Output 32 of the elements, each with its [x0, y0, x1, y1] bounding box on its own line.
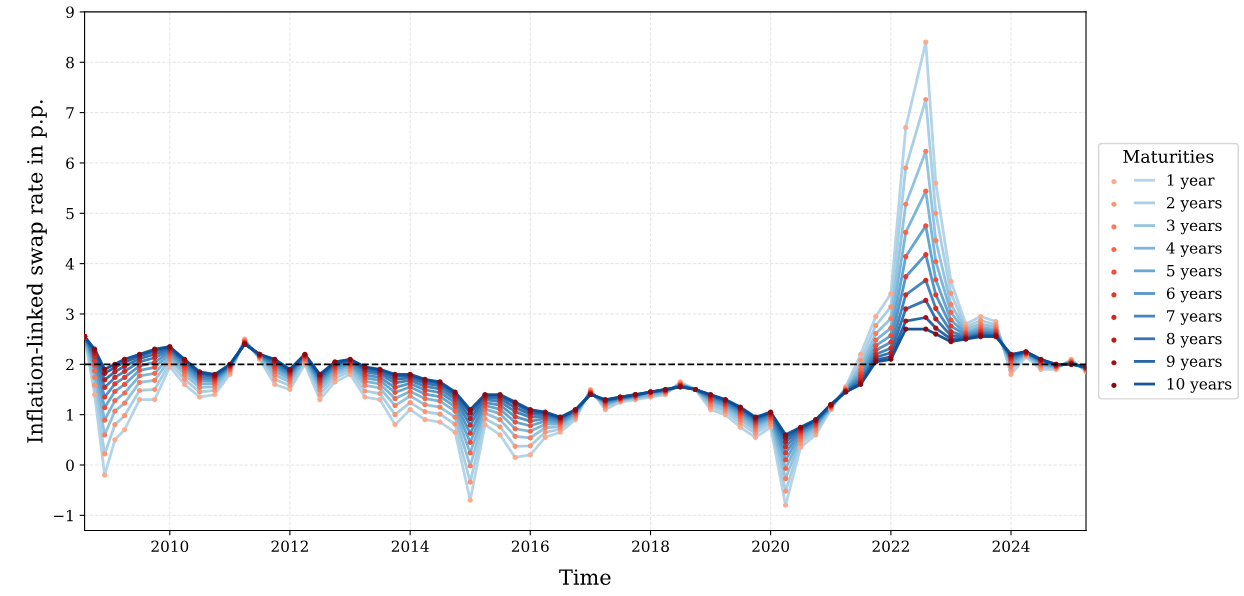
legend-label: 3 years — [1167, 219, 1222, 235]
x-tick-label: 2014 — [391, 540, 429, 552]
x-axis-title: Time — [559, 569, 611, 585]
legend-label: 6 years — [1166, 287, 1222, 303]
legend-label: 10 years — [1167, 378, 1232, 393]
y-tick-label: 7 — [66, 107, 74, 119]
legend-label: 4 years — [1166, 242, 1222, 257]
x-tick-label: 2018 — [632, 540, 669, 552]
y-tick-label: 6 — [66, 157, 74, 169]
y-tick-label: 4 — [65, 258, 75, 270]
x-tick-label: 2010 — [151, 540, 189, 552]
legend-label: 5 years — [1167, 265, 1222, 280]
y-tick-label: 3 — [66, 308, 74, 320]
y-tick-label: 2 — [66, 358, 74, 371]
legend-title: Maturities — [1123, 149, 1214, 164]
legend-label: 7 years — [1167, 310, 1222, 325]
legend-label: 9 years — [1166, 355, 1222, 371]
y-tick-label: 1 — [67, 409, 73, 421]
y-tick-label: −1 — [53, 509, 73, 522]
y-tick-label: 9 — [66, 6, 74, 18]
x-tick-label: 2016 — [511, 540, 549, 552]
x-tick-label: 2022 — [872, 540, 909, 552]
x-tick-label: 2020 — [752, 540, 790, 552]
legend-label: 8 years — [1166, 332, 1222, 348]
y-tick-label: 8 — [66, 56, 74, 69]
legend-label: 1 year — [1167, 174, 1215, 190]
x-tick-label: 2012 — [271, 540, 308, 552]
y-axis-title: Inflation-linked swap rate in p.p. — [26, 100, 47, 443]
x-tick-label: 2024 — [992, 540, 1030, 552]
y-tick-label: 0 — [66, 459, 74, 472]
legend-label: 2 years — [1166, 196, 1222, 212]
y-tick-label: 5 — [66, 207, 74, 220]
